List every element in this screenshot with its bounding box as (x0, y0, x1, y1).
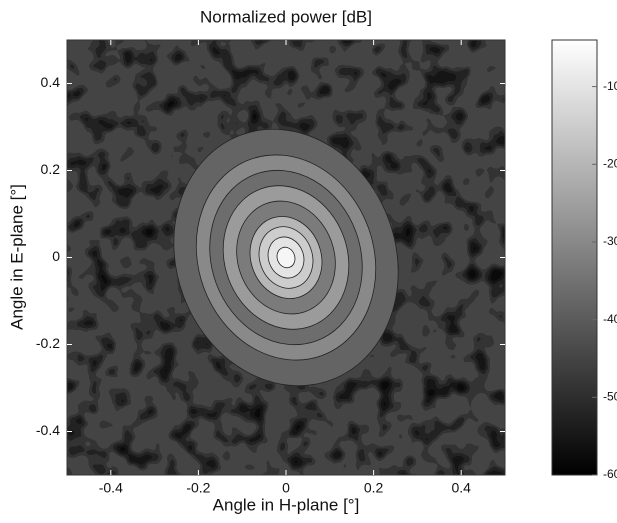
x-tick-label: -0.2 (186, 480, 210, 496)
colorbar-tick-label: -40 (603, 312, 617, 326)
x-tick-label: 0.4 (451, 480, 471, 496)
y-tick-label: -0.4 (36, 422, 60, 438)
chart-title: Normalized power [dB] (200, 7, 372, 26)
y-tick-label: 0.4 (41, 74, 61, 90)
x-tick-label: 0 (282, 480, 290, 496)
colorbar-tick-label: -10 (603, 79, 617, 93)
colorbar-tick-label: -60 (603, 467, 617, 481)
x-tick-label: -0.4 (99, 480, 123, 496)
colorbar-tick-label: -20 (603, 156, 617, 170)
y-tick-label: -0.2 (36, 335, 60, 351)
y-tick-label: 0 (52, 248, 60, 264)
colorbar-tick-label: -50 (603, 389, 617, 403)
contour-level (276, 246, 296, 269)
colorbar-tick-label: -30 (603, 234, 617, 248)
colorbar (551, 39, 598, 476)
y-axis-label: Angle in E-plane [°] (7, 184, 26, 330)
y-tick-label: 0.2 (41, 161, 61, 177)
x-tick-label: 0.2 (364, 480, 384, 496)
x-axis-label: Angle in H-plane [°] (213, 495, 360, 514)
plot-area (67, 40, 505, 475)
